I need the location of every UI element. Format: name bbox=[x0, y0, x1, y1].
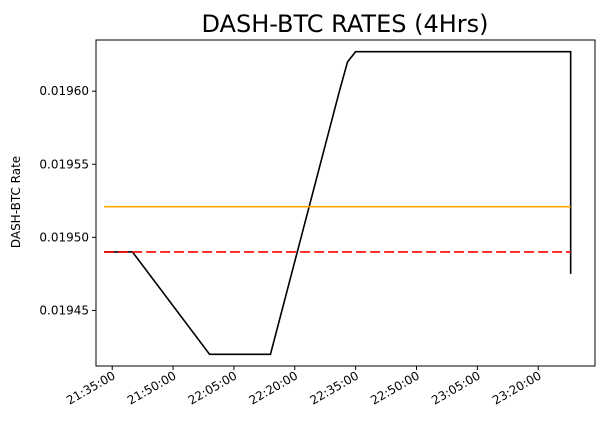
plot-frame bbox=[95, 39, 596, 367]
y-axis-label: DASH-BTC Rate bbox=[9, 156, 23, 248]
chart-title: DASH-BTC RATES (4Hrs) bbox=[201, 10, 488, 38]
y-tick-label-4: 0.01960 bbox=[39, 84, 89, 98]
series-layer bbox=[104, 50, 572, 356]
y-tick-label-2: 0.01950 bbox=[39, 230, 89, 244]
y-tick-label-3: 0.01955 bbox=[39, 157, 89, 171]
y-tick-label-1: 0.01945 bbox=[39, 303, 89, 317]
series-line-1 bbox=[104, 50, 572, 356]
